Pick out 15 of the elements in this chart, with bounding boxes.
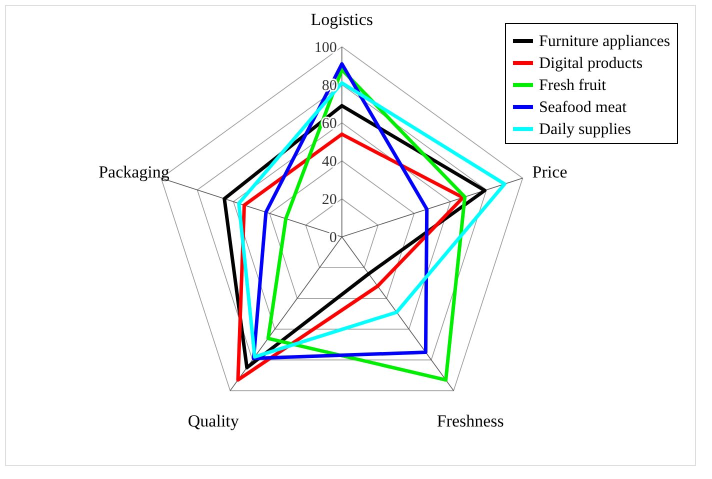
legend-label: Fresh fruit (539, 77, 607, 94)
y-tick-label: 40 (322, 154, 337, 170)
legend-label: Furniture appliances (539, 33, 670, 50)
y-tick-label: 0 (329, 230, 337, 246)
y-tick-label: 100 (314, 40, 337, 56)
legend-label: Daily supplies (539, 121, 631, 138)
spoke-label: Price (532, 162, 568, 182)
spoke-label: Quality (188, 411, 240, 430)
legend-label: Seafood meat (539, 99, 628, 116)
spoke-label: Freshness (436, 411, 504, 430)
y-tick-label: 60 (322, 116, 337, 132)
legend-label: Digital products (539, 55, 643, 72)
spoke-label: Logistics (310, 10, 374, 30)
y-tick-label: 20 (322, 192, 337, 208)
spoke-label: Packaging (98, 162, 170, 182)
